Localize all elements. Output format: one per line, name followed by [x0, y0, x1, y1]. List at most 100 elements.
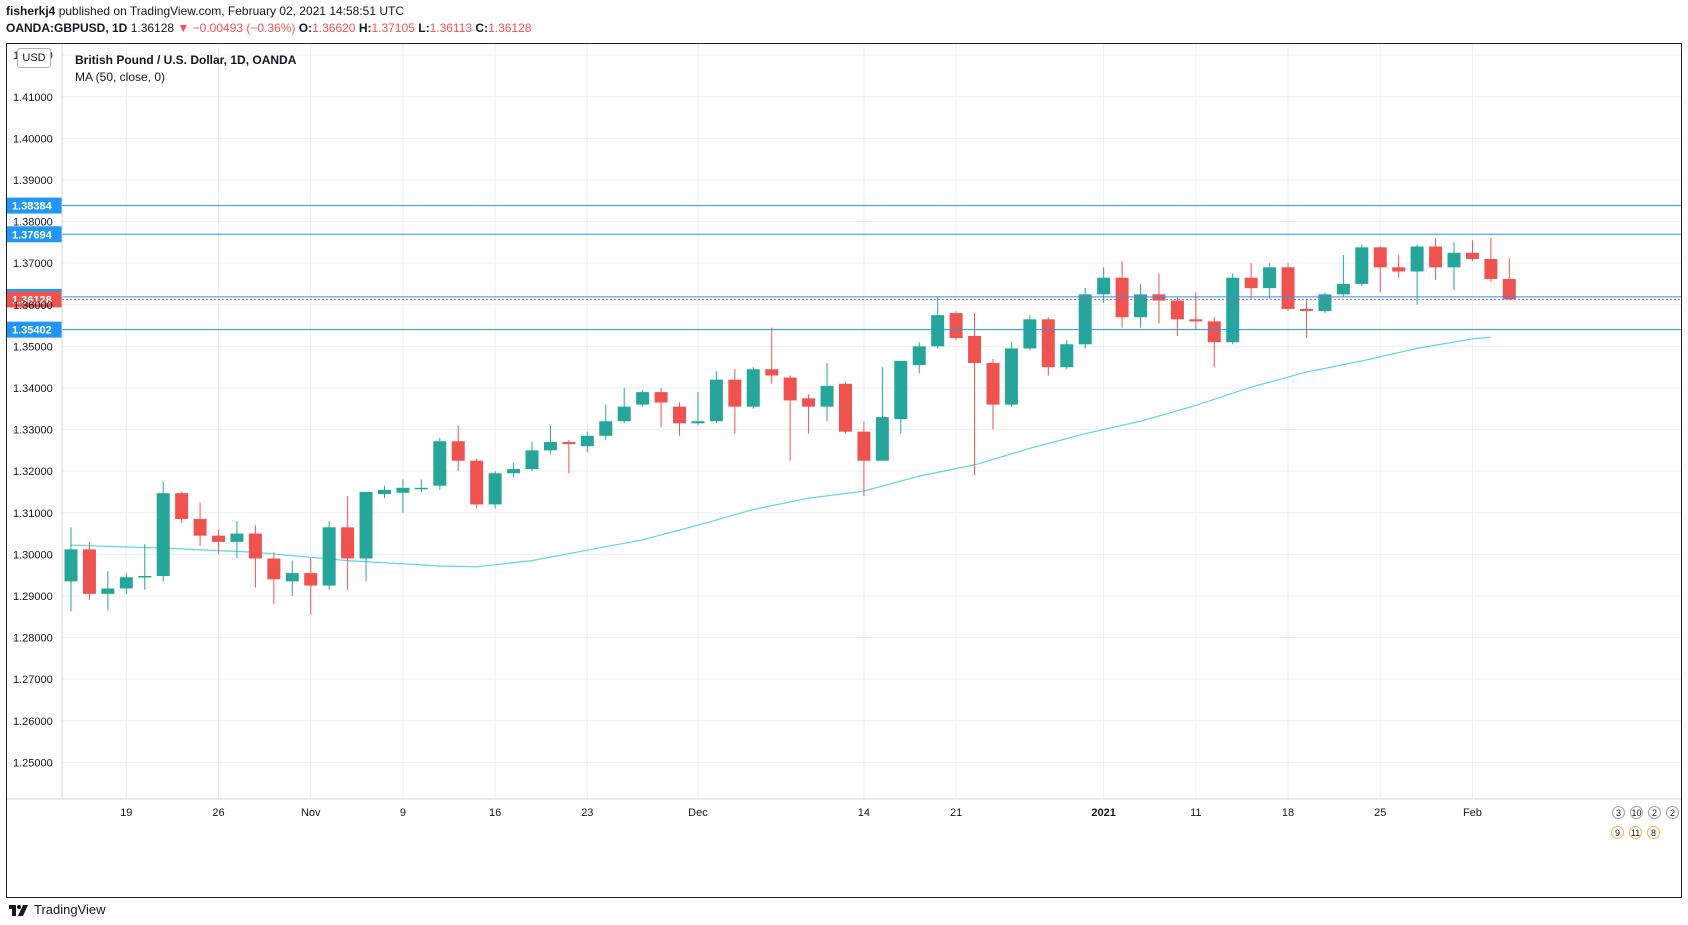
candle[interactable] — [986, 358, 1000, 430]
candle[interactable] — [507, 462, 521, 478]
price-tag[interactable] — [7, 197, 62, 214]
candle-body[interactable] — [543, 442, 557, 451]
candle-body[interactable] — [1281, 267, 1295, 309]
candle[interactable] — [673, 402, 687, 436]
candle-body[interactable] — [377, 489, 391, 495]
candle-body[interactable] — [248, 533, 262, 559]
candle[interactable] — [267, 552, 281, 605]
candle[interactable] — [1078, 288, 1092, 349]
event-marker[interactable]: 2 — [1648, 806, 1661, 819]
candle[interactable] — [304, 558, 318, 615]
candle[interactable] — [1041, 317, 1055, 376]
candle-body[interactable] — [949, 313, 963, 339]
candle[interactable] — [470, 458, 484, 509]
candle[interactable] — [1355, 244, 1369, 287]
candle-body[interactable] — [212, 535, 226, 542]
candle-body[interactable] — [1152, 294, 1166, 301]
candle-body[interactable] — [1226, 277, 1240, 343]
candle[interactable] — [838, 381, 852, 434]
candle-body[interactable] — [1189, 319, 1203, 322]
candle-body[interactable] — [912, 346, 926, 366]
candle-body[interactable] — [1484, 258, 1498, 279]
candle[interactable] — [728, 369, 742, 434]
candle[interactable] — [156, 481, 170, 582]
candle[interactable] — [820, 362, 834, 422]
candle[interactable] — [580, 431, 594, 453]
candle-body[interactable] — [1170, 300, 1184, 320]
candle[interactable] — [931, 296, 945, 349]
candle-body[interactable] — [285, 573, 299, 582]
candle-body[interactable] — [1299, 308, 1313, 311]
candle-body[interactable] — [875, 417, 889, 461]
candle-body[interactable] — [617, 406, 631, 422]
candle-body[interactable] — [470, 460, 484, 505]
candle-body[interactable] — [654, 392, 668, 403]
candle[interactable] — [341, 496, 355, 590]
candle-body[interactable] — [451, 441, 465, 461]
candle[interactable] — [359, 491, 373, 582]
candle-body[interactable] — [1115, 277, 1129, 318]
candle-body[interactable] — [1097, 277, 1111, 295]
candle-body[interactable] — [802, 398, 816, 407]
candle-body[interactable] — [783, 377, 797, 401]
event-marker[interactable]: 11 — [1629, 826, 1642, 839]
candle[interactable] — [857, 421, 871, 497]
event-marker[interactable]: 3 — [1612, 806, 1625, 819]
candle[interactable] — [1004, 342, 1018, 407]
candle[interactable] — [894, 360, 908, 434]
candle[interactable] — [193, 502, 207, 547]
candle-body[interactable] — [857, 431, 871, 461]
candle-body[interactable] — [193, 518, 207, 536]
candle-body[interactable] — [433, 441, 447, 486]
candle-body[interactable] — [525, 450, 539, 470]
candle[interactable] — [1373, 246, 1387, 293]
candle-body[interactable] — [1336, 283, 1350, 295]
candle[interactable] — [1502, 258, 1516, 301]
candle-body[interactable] — [636, 392, 650, 405]
candle[interactable] — [1023, 315, 1037, 351]
candle-body[interactable] — [1004, 348, 1018, 405]
candle[interactable] — [1060, 340, 1074, 370]
candle[interactable] — [912, 342, 926, 374]
candle-body[interactable] — [322, 527, 336, 586]
candle-body[interactable] — [1207, 321, 1221, 343]
candle-body[interactable] — [1392, 267, 1406, 272]
candle-body[interactable] — [1502, 278, 1516, 300]
candle[interactable] — [1115, 261, 1129, 328]
candle-body[interactable] — [1465, 252, 1479, 259]
candle-body[interactable] — [1078, 294, 1092, 345]
price-tag[interactable] — [7, 291, 62, 308]
candle[interactable] — [1447, 242, 1461, 291]
candle[interactable] — [230, 521, 244, 559]
candle[interactable] — [599, 404, 613, 440]
candle[interactable] — [636, 390, 650, 407]
candle-body[interactable] — [1134, 294, 1148, 318]
candle[interactable] — [175, 491, 189, 524]
candle-body[interactable] — [986, 362, 1000, 405]
candle[interactable] — [1281, 263, 1295, 311]
candle-body[interactable] — [267, 558, 281, 580]
candle-body[interactable] — [64, 549, 78, 582]
candle-body[interactable] — [746, 369, 760, 407]
candle-body[interactable] — [580, 435, 594, 447]
price-tag[interactable] — [7, 226, 62, 243]
candle[interactable] — [1336, 254, 1350, 297]
candle[interactable] — [248, 525, 262, 588]
candle-body[interactable] — [1023, 319, 1037, 349]
candle-body[interactable] — [396, 487, 410, 493]
candle-body[interactable] — [1447, 252, 1461, 268]
candle-body[interactable] — [765, 369, 779, 376]
legend-indicator[interactable]: MA (50, close, 0) — [75, 70, 166, 84]
candle-body[interactable] — [230, 533, 244, 542]
tradingview-brand[interactable]: TradingView — [8, 902, 106, 917]
candle-body[interactable] — [562, 442, 576, 445]
candle-body[interactable] — [175, 493, 189, 519]
candle[interactable] — [709, 371, 723, 424]
candle[interactable] — [1226, 273, 1240, 345]
candle[interactable] — [451, 425, 465, 472]
candle[interactable] — [1263, 263, 1277, 299]
candle-body[interactable] — [931, 315, 945, 347]
candle[interactable] — [802, 394, 816, 434]
